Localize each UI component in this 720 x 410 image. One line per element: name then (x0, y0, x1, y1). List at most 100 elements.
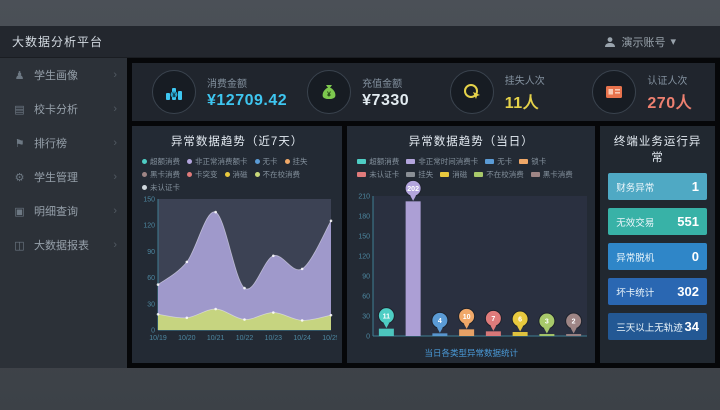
legend-item[interactable]: 不在校消费 (474, 169, 524, 180)
legend-item[interactable]: 锁卡 (519, 156, 546, 167)
legend-item[interactable]: 黑卡消费 (142, 169, 180, 180)
legend-swatch (406, 172, 416, 177)
legend-label: 无卡 (497, 157, 513, 166)
legend-label: 未认证卡 (150, 183, 180, 192)
id-card-icon (592, 70, 637, 114)
area-chart[interactable]: 0 30 60 90 120 150 10/19 10/20 10/21 10/22 10/23 10… (132, 193, 342, 346)
status-label: 三天以上无轨迹 (616, 322, 683, 334)
bar-超额消费[interactable]: 11 (378, 307, 396, 336)
svg-text:¥: ¥ (172, 92, 176, 99)
svg-text:0: 0 (151, 328, 155, 335)
svg-text:3: 3 (545, 319, 549, 326)
legend-item[interactable]: 卡突变 (187, 169, 218, 180)
panel-terminal-status: 终端业务运行异常 财务异常 1 无效交易 551 异常脱机 0 坏卡统计 302 三天以上无轨迹… (600, 126, 715, 363)
legend-item[interactable]: 超额消费 (357, 156, 399, 167)
sidebar-menu: ♟ 学生画像 › ▤ 校卡分析 › ⚑ 排行榜 › ⚙ 学生管理 › ▣ 明细查询 › ◫ 大数据报表 › (0, 58, 127, 262)
legend-swatch (440, 172, 450, 177)
sidebar-item-label: 学生画像 (34, 70, 78, 82)
status-row[interactable]: 无效交易 551 (608, 208, 707, 235)
kpi-card-recharge: ¥ 充值金额 ¥7330 (287, 63, 430, 121)
chevron-right-icon: › (113, 69, 117, 81)
legend-item[interactable]: 超额消费 (142, 156, 180, 167)
sidebar-item-detail-query[interactable]: ▣ 明细查询 › (0, 194, 127, 228)
report-icon: ◫ (14, 239, 25, 252)
chevron-right-icon: › (113, 205, 117, 217)
panel-title-today: 异常数据趋势（当日） (408, 136, 534, 148)
legend-label: 消磁 (452, 170, 468, 179)
kpi-label: 充值金额 (362, 78, 403, 90)
money-bag-icon: ¥ (307, 70, 352, 114)
legend-item[interactable]: 非正常消费额卡 (187, 156, 248, 167)
bar-不在校消费[interactable]: 3 (538, 312, 556, 336)
legend-label: 消磁 (232, 170, 248, 179)
sidebar-item-label: 排行榜 (34, 138, 67, 150)
bar-黑卡消费[interactable]: 2 (565, 312, 583, 336)
sidebar-item-student-manage[interactable]: ⚙ 学生管理 › (0, 160, 127, 194)
kpi-label: 认证人次 (647, 75, 688, 87)
bar-非正常时间消费卡[interactable]: 202 (404, 180, 422, 336)
kpi-label: 消费金额 (207, 78, 247, 90)
chevron-right-icon: › (113, 103, 117, 115)
legend-item[interactable]: 不在校消费 (254, 169, 300, 180)
sidebar-item-label: 明细查询 (34, 206, 78, 218)
chevron-right-icon: › (113, 137, 117, 149)
sidebar-item-bigdata-report[interactable]: ◫ 大数据报表 › (0, 228, 127, 262)
svg-text:60: 60 (147, 275, 155, 282)
sidebar-item-label: 学生管理 (34, 172, 78, 184)
sidebar-item-ranking[interactable]: ⚑ 排行榜 › (0, 126, 127, 160)
panel-trend-today: 异常数据趋势（当日） 超额消费 非正常时间消费卡 无卡 锁卡未认证卡 挂失 消磁 不在校消费… (347, 126, 596, 363)
legend-label: 黑卡消费 (150, 170, 180, 179)
legend-swatch (224, 172, 230, 177)
bar-未认证卡[interactable]: 7 (485, 309, 503, 336)
legend-label: 卡突变 (195, 170, 218, 179)
svg-text:150: 150 (143, 197, 155, 204)
sidebar-item-card-analysis[interactable]: ▤ 校卡分析 › (0, 92, 127, 126)
legend-item[interactable]: 无卡 (485, 156, 512, 167)
status-label: 异常脱机 (616, 252, 655, 264)
click-hand-icon (449, 70, 494, 114)
status-row[interactable]: 财务异常 1 (608, 173, 707, 200)
legend-swatch (142, 185, 147, 190)
status-row[interactable]: 异常脱机 0 (608, 243, 707, 270)
status-row[interactable]: 三天以上无轨迹 34 (608, 313, 707, 340)
legend-item[interactable]: 未认证卡 (357, 169, 399, 180)
kpi-label: 挂失人次 (504, 75, 545, 87)
legend-today: 超额消费 非正常时间消费卡 无卡 锁卡未认证卡 挂失 消磁 不在校消费 黑卡消费 (347, 149, 595, 180)
kpi-value: ¥12709.42 (207, 91, 288, 109)
status-value: 551 (677, 214, 699, 229)
legend-item[interactable]: 挂失 (406, 169, 433, 180)
svg-text:2: 2 (572, 319, 576, 326)
svg-text:11: 11 (383, 313, 391, 320)
user-menu[interactable]: 演示账号 ▾ (604, 34, 676, 50)
svg-text:10/22: 10/22 (236, 335, 254, 342)
legend-label: 锁卡 (531, 157, 547, 166)
legend-swatch (474, 172, 484, 177)
legend-item[interactable]: 无卡 (254, 156, 278, 167)
sidebar-item-student-profile[interactable]: ♟ 学生画像 › (0, 58, 127, 92)
chevron-right-icon: › (113, 239, 117, 251)
legend-swatch (254, 172, 260, 177)
legend-item[interactable]: 消磁 (224, 169, 248, 180)
legend-item[interactable]: 消磁 (440, 169, 467, 180)
legend-item[interactable]: 非正常时间消费卡 (406, 156, 478, 167)
status-row[interactable]: 坏卡统计 302 (608, 278, 707, 305)
status-value: 302 (677, 284, 699, 299)
legend-item[interactable]: 未认证卡 (142, 182, 180, 193)
main-content: ¥ 消费金额 ¥12709.42 ¥ 充值金额 ¥7330 挂失人次 11人 认证人次 270人 … (127, 58, 720, 368)
bar-消磁[interactable]: 6 (511, 310, 529, 336)
svg-text:90: 90 (362, 274, 370, 281)
legend-item[interactable]: 挂失 (284, 156, 308, 167)
bar-锁卡[interactable]: 10 (458, 307, 476, 336)
legend-swatch (357, 172, 367, 177)
svg-text:180: 180 (359, 214, 371, 221)
card-icon: ▤ (14, 103, 25, 116)
svg-text:10: 10 (463, 314, 471, 321)
legend-item[interactable]: 黑卡消费 (530, 169, 573, 180)
chevron-right-icon: › (113, 171, 117, 183)
bar-无卡[interactable]: 4 (431, 311, 449, 336)
legend-swatch (519, 159, 529, 164)
bar-chart[interactable]: 0 30 60 90 120 150 180 210 11 202 4 10 7 6 3 2 (347, 180, 595, 346)
legend-label: 无卡 (262, 157, 278, 166)
svg-text:10/21: 10/21 (207, 335, 225, 342)
